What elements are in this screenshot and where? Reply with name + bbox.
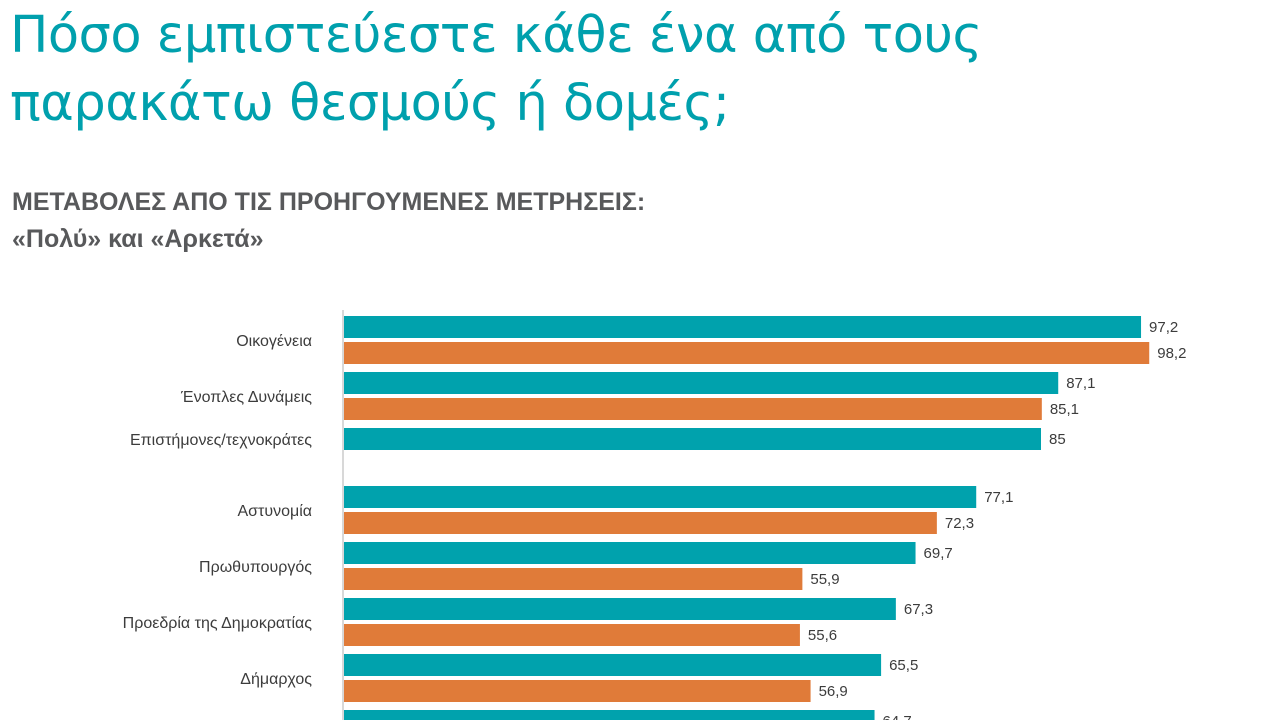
- value-label: 97,2: [1149, 319, 1178, 336]
- bar-current: [344, 542, 916, 564]
- bar-previous: [344, 680, 811, 702]
- bar-previous: [344, 568, 803, 590]
- bar-previous: [344, 624, 800, 646]
- value-label: 55,6: [808, 627, 837, 644]
- bar-current: [344, 710, 875, 720]
- category-label: Προεδρία της Δημοκρατίας: [123, 615, 313, 632]
- category-label: Ένοπλες Δυνάμεις: [180, 389, 312, 406]
- subtitle-line-2: «Πολύ» και «Αρκετά»: [12, 225, 264, 253]
- value-label: 65,5: [889, 657, 918, 674]
- bar-current: [344, 598, 896, 620]
- value-label: 72,3: [945, 515, 974, 532]
- title-line-1: Πόσο εμπιστεύεστε κάθε ένα από τους: [10, 6, 982, 65]
- value-label: 69,7: [924, 545, 953, 562]
- subtitle-line-1: ΜΕΤΑΒΟΛΕΣ ΑΠΟ ΤΙΣ ΠΡΟΗΓΟΥΜΕΝΕΣ ΜΕΤΡΗΣΕΙΣ…: [12, 188, 646, 216]
- value-label: 64,7: [883, 713, 912, 720]
- bar-current: [344, 486, 977, 508]
- page-title: Πόσο εμπιστεύεστε κάθε ένα από τους παρα…: [10, 2, 982, 138]
- title-line-2: παρακάτω θεσμούς ή δομές;: [10, 74, 730, 133]
- value-label: 98,2: [1157, 345, 1186, 362]
- bar-current: [344, 372, 1059, 394]
- bar-current: [344, 654, 882, 676]
- bar-previous: [344, 512, 937, 534]
- value-label: 77,1: [984, 489, 1013, 506]
- category-label: Πρωθυπουργός: [199, 559, 312, 576]
- value-label: 56,9: [819, 683, 848, 700]
- bar-previous: [344, 398, 1042, 420]
- bar-current: [344, 316, 1142, 338]
- bar-current: [344, 428, 1041, 450]
- value-label: 85,1: [1050, 401, 1079, 418]
- category-label: Αστυνομία: [237, 503, 312, 520]
- bar-previous: [344, 342, 1150, 364]
- category-label: Επιστήμονες/τεχνοκράτες: [130, 432, 312, 449]
- chart-subtitle: ΜΕΤΑΒΟΛΕΣ ΑΠΟ ΤΙΣ ΠΡΟΗΓΟΥΜΕΝΕΣ ΜΕΤΡΗΣΕΙΣ…: [12, 184, 645, 258]
- value-label: 67,3: [904, 601, 933, 618]
- value-label: 85: [1049, 431, 1066, 448]
- value-label: 55,9: [810, 571, 839, 588]
- category-label: Δήμαρχος: [240, 671, 312, 688]
- value-label: 87,1: [1066, 375, 1095, 392]
- category-label: Οικογένεια: [236, 333, 312, 350]
